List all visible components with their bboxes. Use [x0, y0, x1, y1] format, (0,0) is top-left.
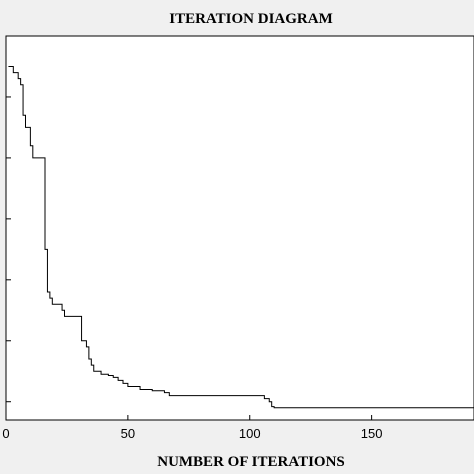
x-tick-label: 0	[2, 426, 9, 441]
series-line	[8, 65, 474, 409]
chart-title: ITERATION DIAGRAM	[169, 11, 332, 27]
x-tick-label: 100	[239, 426, 261, 441]
x-axis-label: NUMBER OF ITERATIONS	[157, 454, 345, 470]
x-tick-label: 150	[361, 426, 383, 441]
x-tick-label: 50	[121, 426, 135, 441]
axis-ticks: 0 50 100 150	[2, 96, 383, 441]
plot-area	[5, 35, 474, 421]
